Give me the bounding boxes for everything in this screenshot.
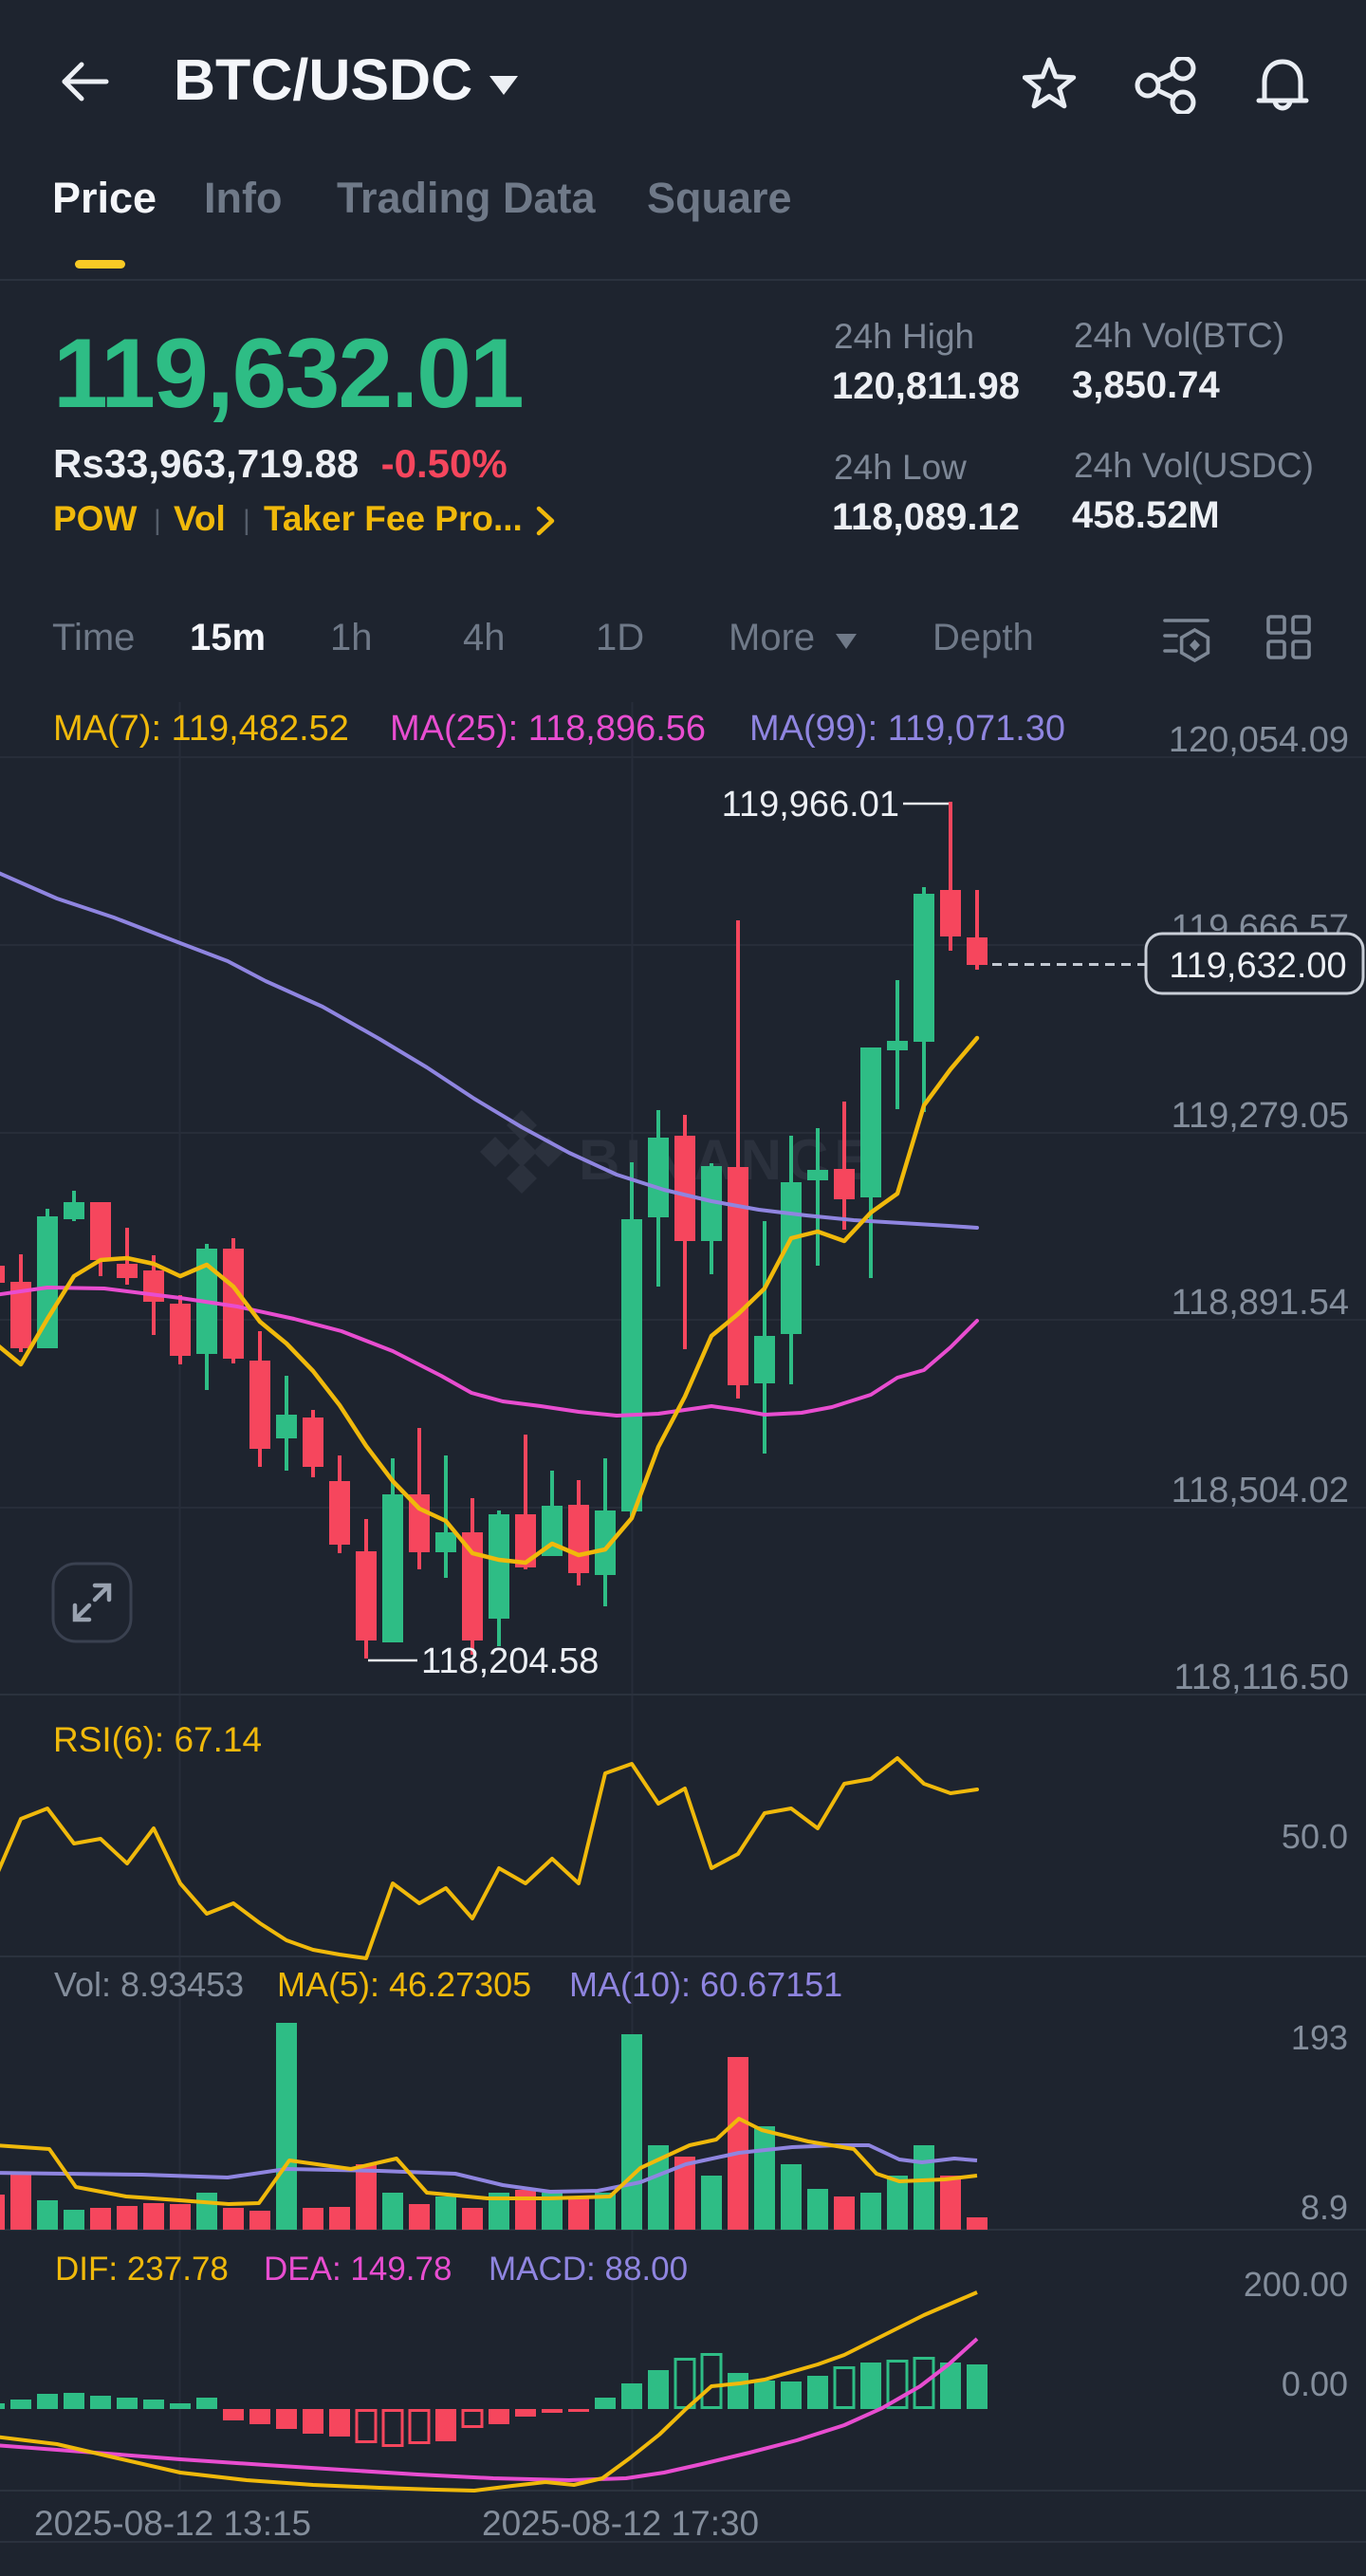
svg-text:MA(25): 118,896.56: MA(25): 118,896.56	[390, 709, 706, 749]
svg-text:2025-08-12 17:30: 2025-08-12 17:30	[482, 2504, 759, 2543]
svg-text:119,632.00: 119,632.00	[1169, 946, 1346, 986]
svg-text:193: 193	[1291, 2018, 1348, 2057]
svg-text:120,054.09: 120,054.09	[1169, 720, 1349, 760]
svg-text:DIF: 237.78: DIF: 237.78	[55, 2251, 229, 2288]
svg-text:8.9: 8.9	[1301, 2188, 1348, 2227]
svg-text:MA(10): 60.67151: MA(10): 60.67151	[569, 1965, 842, 2004]
svg-text:118,116.50: 118,116.50	[1173, 1658, 1349, 1697]
svg-text:200.00: 200.00	[1244, 2265, 1348, 2304]
svg-text:2025-08-12 13:15: 2025-08-12 13:15	[34, 2504, 311, 2543]
svg-text:118,891.54: 118,891.54	[1172, 1283, 1349, 1323]
svg-text:MA(5): 46.27305: MA(5): 46.27305	[277, 1965, 531, 2004]
svg-text:Vol: 8.93453: Vol: 8.93453	[54, 1965, 244, 2004]
svg-text:MA(99): 119,071.30: MA(99): 119,071.30	[749, 709, 1065, 749]
svg-text:MACD: 88.00: MACD: 88.00	[489, 2251, 688, 2288]
svg-text:RSI(6): 67.14: RSI(6): 67.14	[53, 1720, 262, 1759]
svg-text:119,279.05: 119,279.05	[1172, 1096, 1349, 1136]
svg-text:119,966.01: 119,966.01	[722, 785, 899, 825]
svg-text:DEA: 149.78: DEA: 149.78	[264, 2251, 452, 2288]
svg-text:118,204.58: 118,204.58	[421, 1641, 599, 1681]
svg-text:50.0: 50.0	[1282, 1817, 1348, 1856]
svg-text:0.00: 0.00	[1282, 2364, 1348, 2403]
svg-text:BINANCE: BINANCE	[579, 1128, 877, 1192]
svg-text:118,504.02: 118,504.02	[1172, 1471, 1349, 1510]
svg-text:MA(7): 119,482.52: MA(7): 119,482.52	[53, 709, 349, 749]
